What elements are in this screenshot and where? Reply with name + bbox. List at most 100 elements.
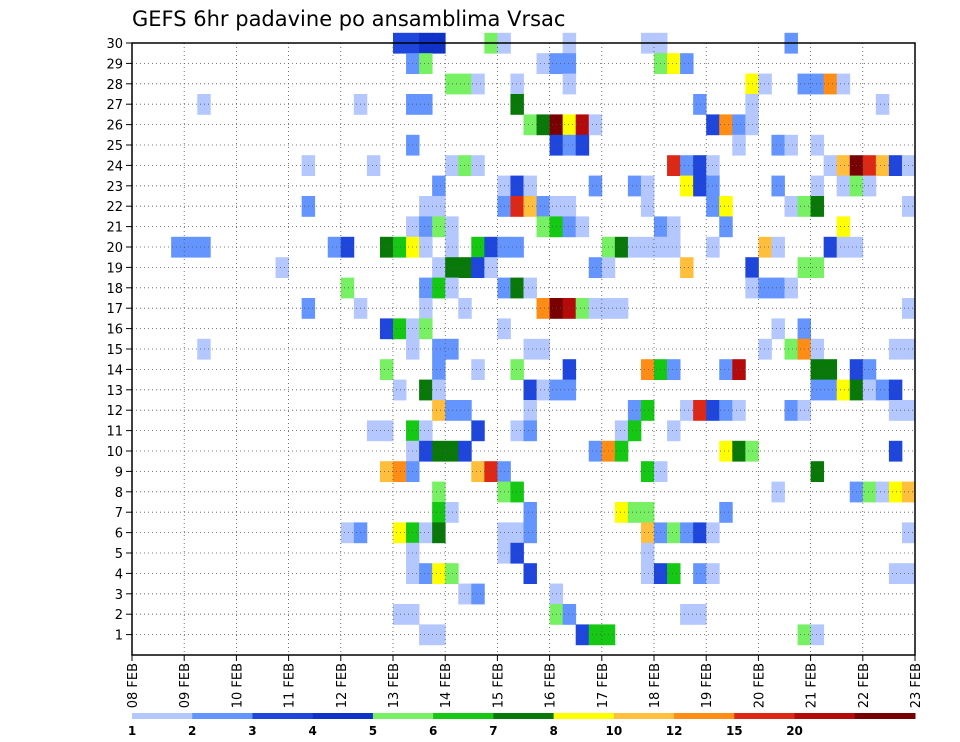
heatmap-cell [471,73,485,95]
chart-title: GEFS 6hr padavine po ansamblima Vrsac [132,7,565,31]
heatmap-cell [758,236,772,258]
heatmap-cell [445,73,459,95]
heatmap-cell [510,277,524,299]
heatmap-cell [680,400,694,421]
heatmap-cell [771,175,785,197]
heatmap-cell [471,420,485,442]
heatmap-cell [432,502,446,523]
heatmap-cell [393,318,407,340]
y-tick-label: 30 [106,37,123,52]
heatmap-cell [366,420,381,442]
heatmap-cell [523,277,537,299]
heatmap-cell [471,257,485,278]
heatmap-cell [536,196,550,217]
y-tick-label: 17 [106,302,123,317]
heatmap-cell [393,604,407,625]
color-scale-swatch [734,713,796,719]
heatmap-cell [640,461,655,482]
heatmap-cell [445,400,459,421]
color-scale-label: 3 [248,724,256,738]
color-scale-label: 5 [369,724,377,738]
heatmap-cell [432,400,446,421]
y-tick-label: 27 [106,98,123,113]
heatmap-cell [523,379,537,401]
heatmap-cell [379,236,394,258]
heatmap-cell [197,94,211,115]
heatmap-cell [419,420,433,442]
heatmap-cell [667,216,681,238]
heatmap-cell [693,175,707,197]
heatmap-cell [432,440,446,462]
y-tick-label: 18 [106,282,123,297]
heatmap-cell [836,175,851,197]
heatmap-cell [419,563,433,584]
heatmap-cell [640,542,655,564]
heatmap-cell [640,359,655,380]
heatmap-cell [784,400,798,421]
heatmap-cell [810,196,825,217]
x-tick-label: 09 FEB [178,663,193,708]
y-tick-label: 25 [106,139,123,154]
x-tick-label: 10 FEB [230,663,245,708]
heatmap-cell [680,155,694,176]
heatmap-cell [771,481,785,503]
heatmap-cell [445,440,459,462]
heatmap-cell [523,338,537,360]
heatmap-cell [562,73,577,95]
y-tick-label: 21 [106,221,123,236]
heatmap-cell [523,502,537,523]
color-scale-swatch [493,713,555,719]
heatmap-cell [393,522,407,544]
heatmap-cell [588,114,603,136]
x-tick-label: 20 FEB [752,663,767,708]
y-axis: 1234567891011121314151617181920212223242… [106,37,132,644]
heatmap-cell [432,175,446,197]
heatmap-cell [667,155,681,176]
heatmap-cell [888,338,903,360]
heatmap-cell [640,400,655,421]
x-tick-label: 14 FEB [439,663,454,708]
heatmap-cell [862,175,877,197]
color-scale-swatch [794,713,856,719]
heatmap-cell [562,216,577,238]
heatmap-cell [614,298,629,319]
heatmap-cell [875,155,890,176]
heatmap-cell [562,379,577,401]
heatmap-cell [432,196,446,217]
heatmap-cell [888,481,903,503]
heatmap-cell [614,440,629,462]
color-scale-label: 1 [128,724,136,738]
heatmap-cell [562,298,577,319]
heatmap-cell [432,338,446,360]
heatmap-cell [823,73,838,95]
heatmap-cell [536,298,550,319]
color-scale-swatch [854,713,916,719]
heatmap-cell [758,277,772,299]
heatmap-cell [693,400,707,421]
heatmap-cell [784,196,798,217]
heatmap-cell [562,114,577,136]
heatmap-cell [510,94,524,115]
heatmap-cell [810,359,825,380]
heatmap-cell [471,583,485,605]
heatmap-cell [640,196,655,217]
heatmap-cell [888,155,903,176]
y-tick-label: 4 [115,567,123,582]
heatmap-cell [419,53,433,74]
heatmap-cell [523,522,537,544]
heatmap-cell [862,359,877,380]
color-scale-swatch [132,713,193,719]
heatmap-cell [667,236,681,258]
heatmap-cell [171,236,185,258]
heatmap-cell [432,379,446,401]
heatmap-cell [419,379,433,401]
heatmap-cell [732,400,746,421]
color-scale-label: 8 [549,724,557,738]
heatmap-cell [562,196,577,217]
heatmap-cell [445,277,459,299]
x-tick-label: 23 FEB [909,663,924,708]
heatmap-cell [379,420,394,442]
heatmap-cell [680,604,694,625]
heatmap-cell [836,379,851,401]
color-scale-label: 7 [489,724,497,738]
